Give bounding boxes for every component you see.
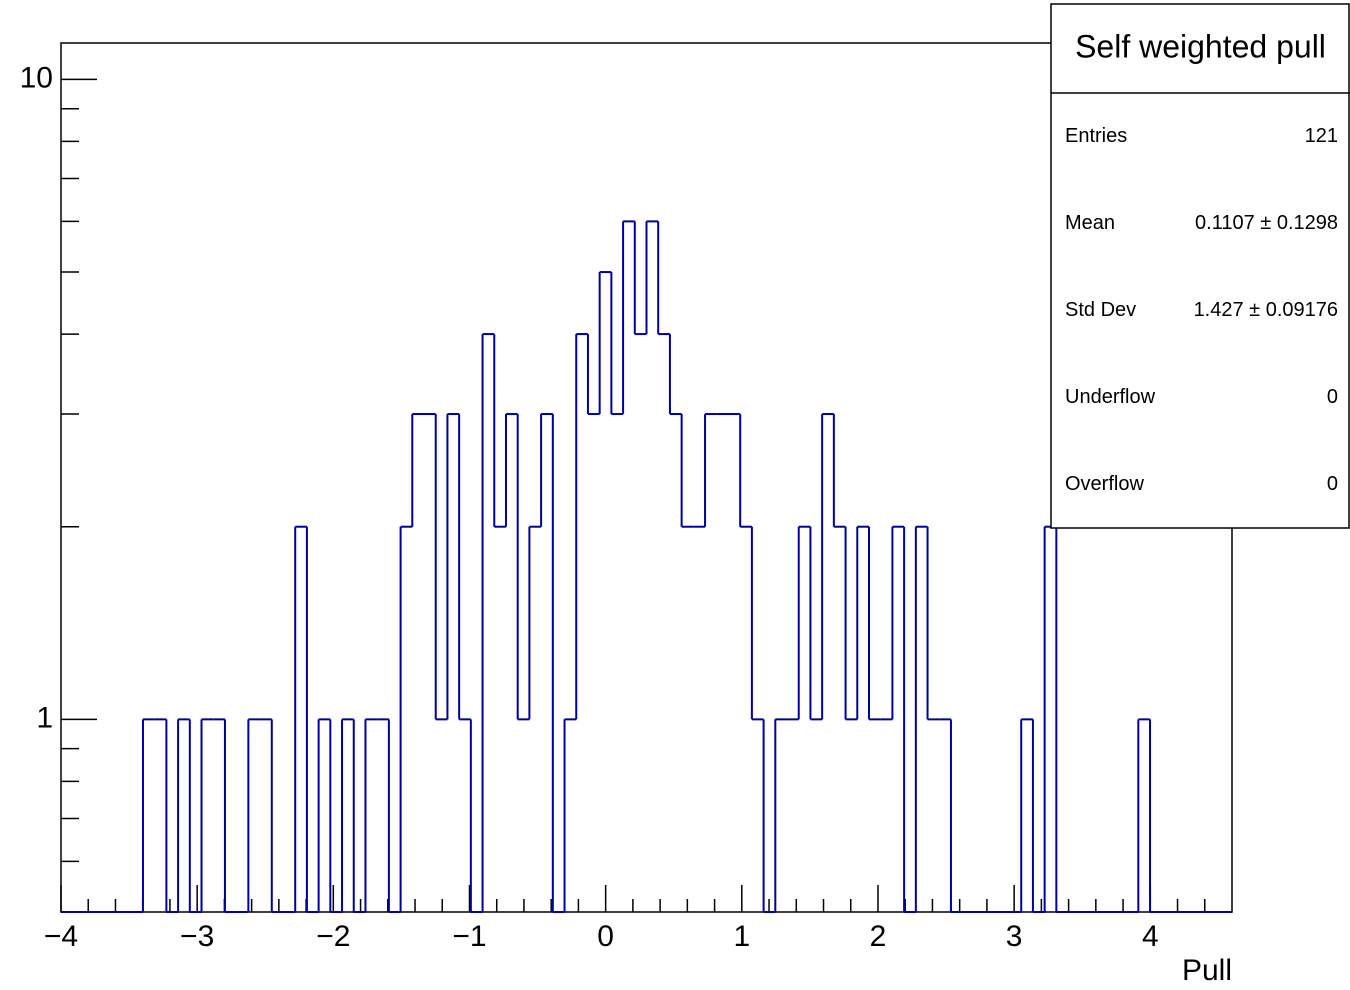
stats-box: [1050, 3, 1350, 529]
x-tick-label: 2: [870, 920, 887, 953]
x-tick-label: −1: [452, 920, 486, 953]
x-axis-label: Pull: [1182, 954, 1232, 987]
x-tick-label: 4: [1142, 920, 1159, 953]
x-tick-label: −4: [44, 920, 78, 953]
stats-label: Entries: [1065, 125, 1127, 147]
stats-value: 0.1107 ± 0.1298: [1195, 212, 1338, 234]
x-tick-label: −2: [316, 920, 350, 953]
x-tick-label: 1: [733, 920, 750, 953]
stats-value: 0: [1327, 386, 1338, 408]
y-tick-label: 10: [20, 61, 53, 94]
stats-value: 0: [1327, 473, 1338, 495]
stats-label: Overflow: [1065, 473, 1144, 495]
stats-label: Std Dev: [1065, 299, 1136, 321]
x-tick-label: 0: [597, 920, 614, 953]
y-tick-label: 1: [36, 701, 53, 734]
stats-value: 1.427 ± 0.09176: [1194, 299, 1338, 321]
stats-label: Mean: [1065, 212, 1115, 234]
x-tick-label: −3: [180, 920, 214, 953]
stats-label: Underflow: [1065, 386, 1156, 408]
stats-title: Self weighted pull: [1075, 28, 1326, 64]
x-tick-label: 3: [1006, 920, 1023, 953]
stats-value: 121: [1305, 125, 1338, 147]
